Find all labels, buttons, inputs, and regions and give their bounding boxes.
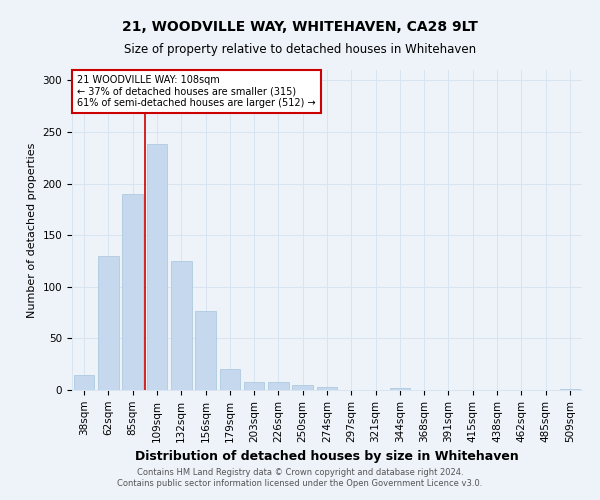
Text: 21, WOODVILLE WAY, WHITEHAVEN, CA28 9LT: 21, WOODVILLE WAY, WHITEHAVEN, CA28 9LT <box>122 20 478 34</box>
Bar <box>292 385 313 390</box>
Text: Contains HM Land Registry data © Crown copyright and database right 2024.
Contai: Contains HM Land Registry data © Crown c… <box>118 468 482 487</box>
Bar <box>389 388 410 390</box>
Bar <box>171 261 191 390</box>
Bar <box>560 389 580 390</box>
Text: 21 WOODVILLE WAY: 108sqm
← 37% of detached houses are smaller (315)
61% of semi-: 21 WOODVILLE WAY: 108sqm ← 37% of detach… <box>77 75 316 108</box>
Bar <box>244 382 265 390</box>
Y-axis label: Number of detached properties: Number of detached properties <box>27 142 37 318</box>
Bar <box>122 194 143 390</box>
Bar <box>146 144 167 390</box>
Bar <box>74 374 94 390</box>
X-axis label: Distribution of detached houses by size in Whitehaven: Distribution of detached houses by size … <box>135 450 519 463</box>
Bar <box>268 382 289 390</box>
Bar <box>317 387 337 390</box>
Bar <box>195 310 216 390</box>
Text: Size of property relative to detached houses in Whitehaven: Size of property relative to detached ho… <box>124 42 476 56</box>
Bar <box>98 256 119 390</box>
Bar <box>220 370 240 390</box>
